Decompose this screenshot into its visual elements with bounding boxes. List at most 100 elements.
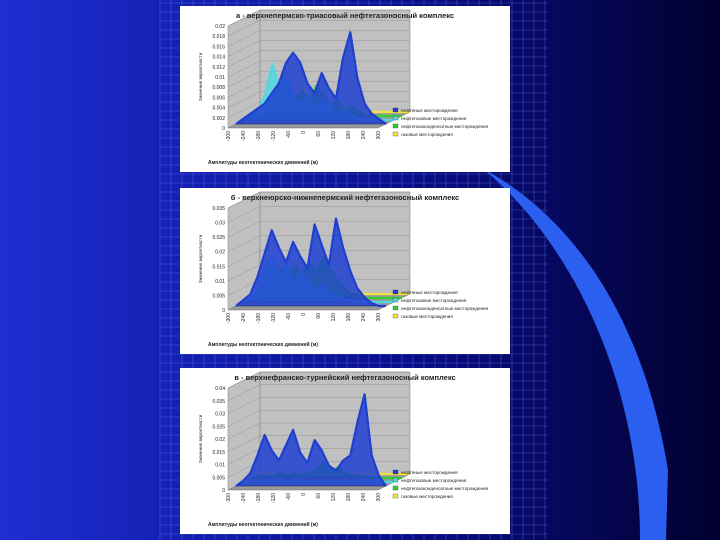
x-tick-label: 180: [346, 493, 352, 502]
legend-label: нефтяные месторождения: [401, 290, 458, 295]
y-tick-label: 0: [222, 488, 225, 494]
legend-label: нефтегазовые месторождения: [401, 298, 467, 303]
y-tick-label: 0.005: [212, 293, 225, 299]
gridline: [227, 81, 261, 98]
gridline: [227, 71, 261, 88]
legend-label: нефтегазовые месторождения: [401, 116, 467, 121]
legend-label: нефтегазоконденсатные месторождения: [401, 124, 489, 129]
gridline: [227, 448, 261, 465]
y-tick-label: 0.015: [212, 264, 225, 270]
x-tick-label: -60: [286, 131, 292, 138]
gridline: [227, 264, 261, 282]
gridline: [227, 250, 261, 267]
x-tick-label: 0: [301, 493, 307, 496]
x-tick-label: 240: [361, 493, 367, 502]
legend-label: газовые месторождения: [401, 494, 453, 499]
legend-label: нефтегазовые месторождения: [401, 478, 467, 483]
gridline: [227, 191, 261, 209]
series-line-0: [235, 217, 386, 308]
legend-swatch: [392, 313, 399, 319]
x-tick-label: -240: [241, 131, 247, 141]
y-tick-label: 0.02: [215, 24, 225, 30]
y-tick-label: 0.012: [212, 65, 225, 71]
chart-panel-c: 0.04 0.035 0.03 0.025 0.02 0.015 0.01 0.005 0 Зна…: [180, 368, 510, 534]
legend-swatch: [392, 107, 399, 113]
y-axis-label: Значения вероятности: [198, 414, 203, 463]
gridline: [227, 50, 261, 67]
gridline: [227, 101, 261, 118]
x-tick-label: -240: [241, 313, 247, 323]
chart-title: в - верхнефранско-турнейский нефтегазоно…: [234, 373, 456, 382]
x-tick-label: -180: [256, 131, 262, 141]
legend-swatch: [392, 123, 399, 129]
y-tick-label: 0.035: [212, 206, 225, 212]
x-tick-label: 60: [316, 131, 322, 137]
x-tick-label: -120: [271, 313, 277, 323]
legend-label: нефтегазоконденсатные месторождения: [401, 306, 489, 311]
gridline: [227, 410, 261, 427]
gridline: [227, 206, 261, 223]
chart-panel-a: 0.02 0.018 0.016 0.014 0.012 0.01 0.008 0.006 0.…: [180, 6, 510, 172]
y-tick-label: 0.01: [215, 75, 225, 81]
y-tick-label: 0.016: [212, 44, 225, 50]
legend-swatch: [392, 115, 399, 121]
x-tick-label: -120: [271, 131, 277, 141]
legend-swatch: [392, 289, 399, 295]
y-tick-label: 0: [222, 126, 225, 132]
y-tick-label: 0.03: [215, 412, 225, 418]
y-tick-label: 0.02: [215, 250, 225, 256]
x-axis-label: Амплитуды неотектонических движений (м): [208, 341, 318, 348]
gridline: [227, 235, 261, 252]
x-tick-label: 0: [301, 313, 307, 316]
x-tick-label: -300: [226, 313, 232, 323]
chart-title: а - верхнепермско-триасовый нефтегазонос…: [235, 11, 455, 20]
legend-swatch: [392, 485, 399, 491]
gridline: [227, 60, 261, 78]
x-tick-label: 60: [316, 493, 322, 499]
x-tick-label: -300: [226, 131, 232, 141]
legend-swatch: [392, 305, 399, 311]
x-tick-label: 120: [331, 313, 337, 322]
gridline: [227, 422, 261, 440]
y-tick-label: 0.004: [212, 106, 225, 112]
x-tick-label: 0: [301, 131, 307, 134]
x-tick-label: 60: [316, 313, 322, 319]
legend-swatch: [392, 477, 399, 483]
gridline: [227, 371, 261, 389]
y-axis-label: Значения вероятности: [198, 52, 203, 101]
y-tick-label: 0.04: [215, 386, 225, 392]
y-tick-label: 0.015: [212, 450, 225, 456]
x-axis-label: Амплитуды неотектонических движений (м): [208, 159, 318, 166]
legend-swatch: [392, 493, 399, 499]
y-tick-label: 0.035: [212, 399, 225, 405]
gridline: [227, 91, 261, 108]
y-tick-label: 0.01: [215, 463, 225, 469]
y-tick-label: 0.018: [212, 34, 225, 40]
x-tick-label: 240: [361, 313, 367, 322]
x-tick-label: -180: [256, 493, 262, 503]
x-tick-label: -240: [241, 493, 247, 503]
x-tick-label: 300: [376, 493, 382, 502]
y-tick-label: 0.014: [212, 55, 225, 61]
legend-swatch: [392, 469, 399, 475]
x-tick-label: -60: [286, 493, 292, 500]
x-tick-label: 120: [331, 131, 337, 140]
gridline: [227, 397, 261, 414]
x-axis-label: Амплитуды неотектонических движений (м): [208, 521, 318, 528]
gridline: [227, 9, 261, 27]
legend-swatch: [392, 297, 399, 303]
legend-label: газовые месторождения: [401, 132, 453, 137]
x-tick-label: -180: [256, 313, 262, 323]
legend-label: нефтяные месторождения: [401, 108, 458, 113]
gridline: [227, 220, 261, 238]
gridline: [227, 435, 261, 452]
x-tick-label: 180: [346, 131, 352, 140]
gridline: [227, 384, 261, 401]
legend-label: нефтегазоконденсатные месторождения: [401, 486, 489, 491]
legend-swatch: [392, 131, 399, 137]
gridline: [227, 30, 261, 47]
x-tick-label: -120: [271, 493, 277, 503]
y-tick-label: 0.005: [212, 475, 225, 481]
series-line-0: [235, 393, 387, 487]
x-tick-label: 120: [331, 493, 337, 502]
